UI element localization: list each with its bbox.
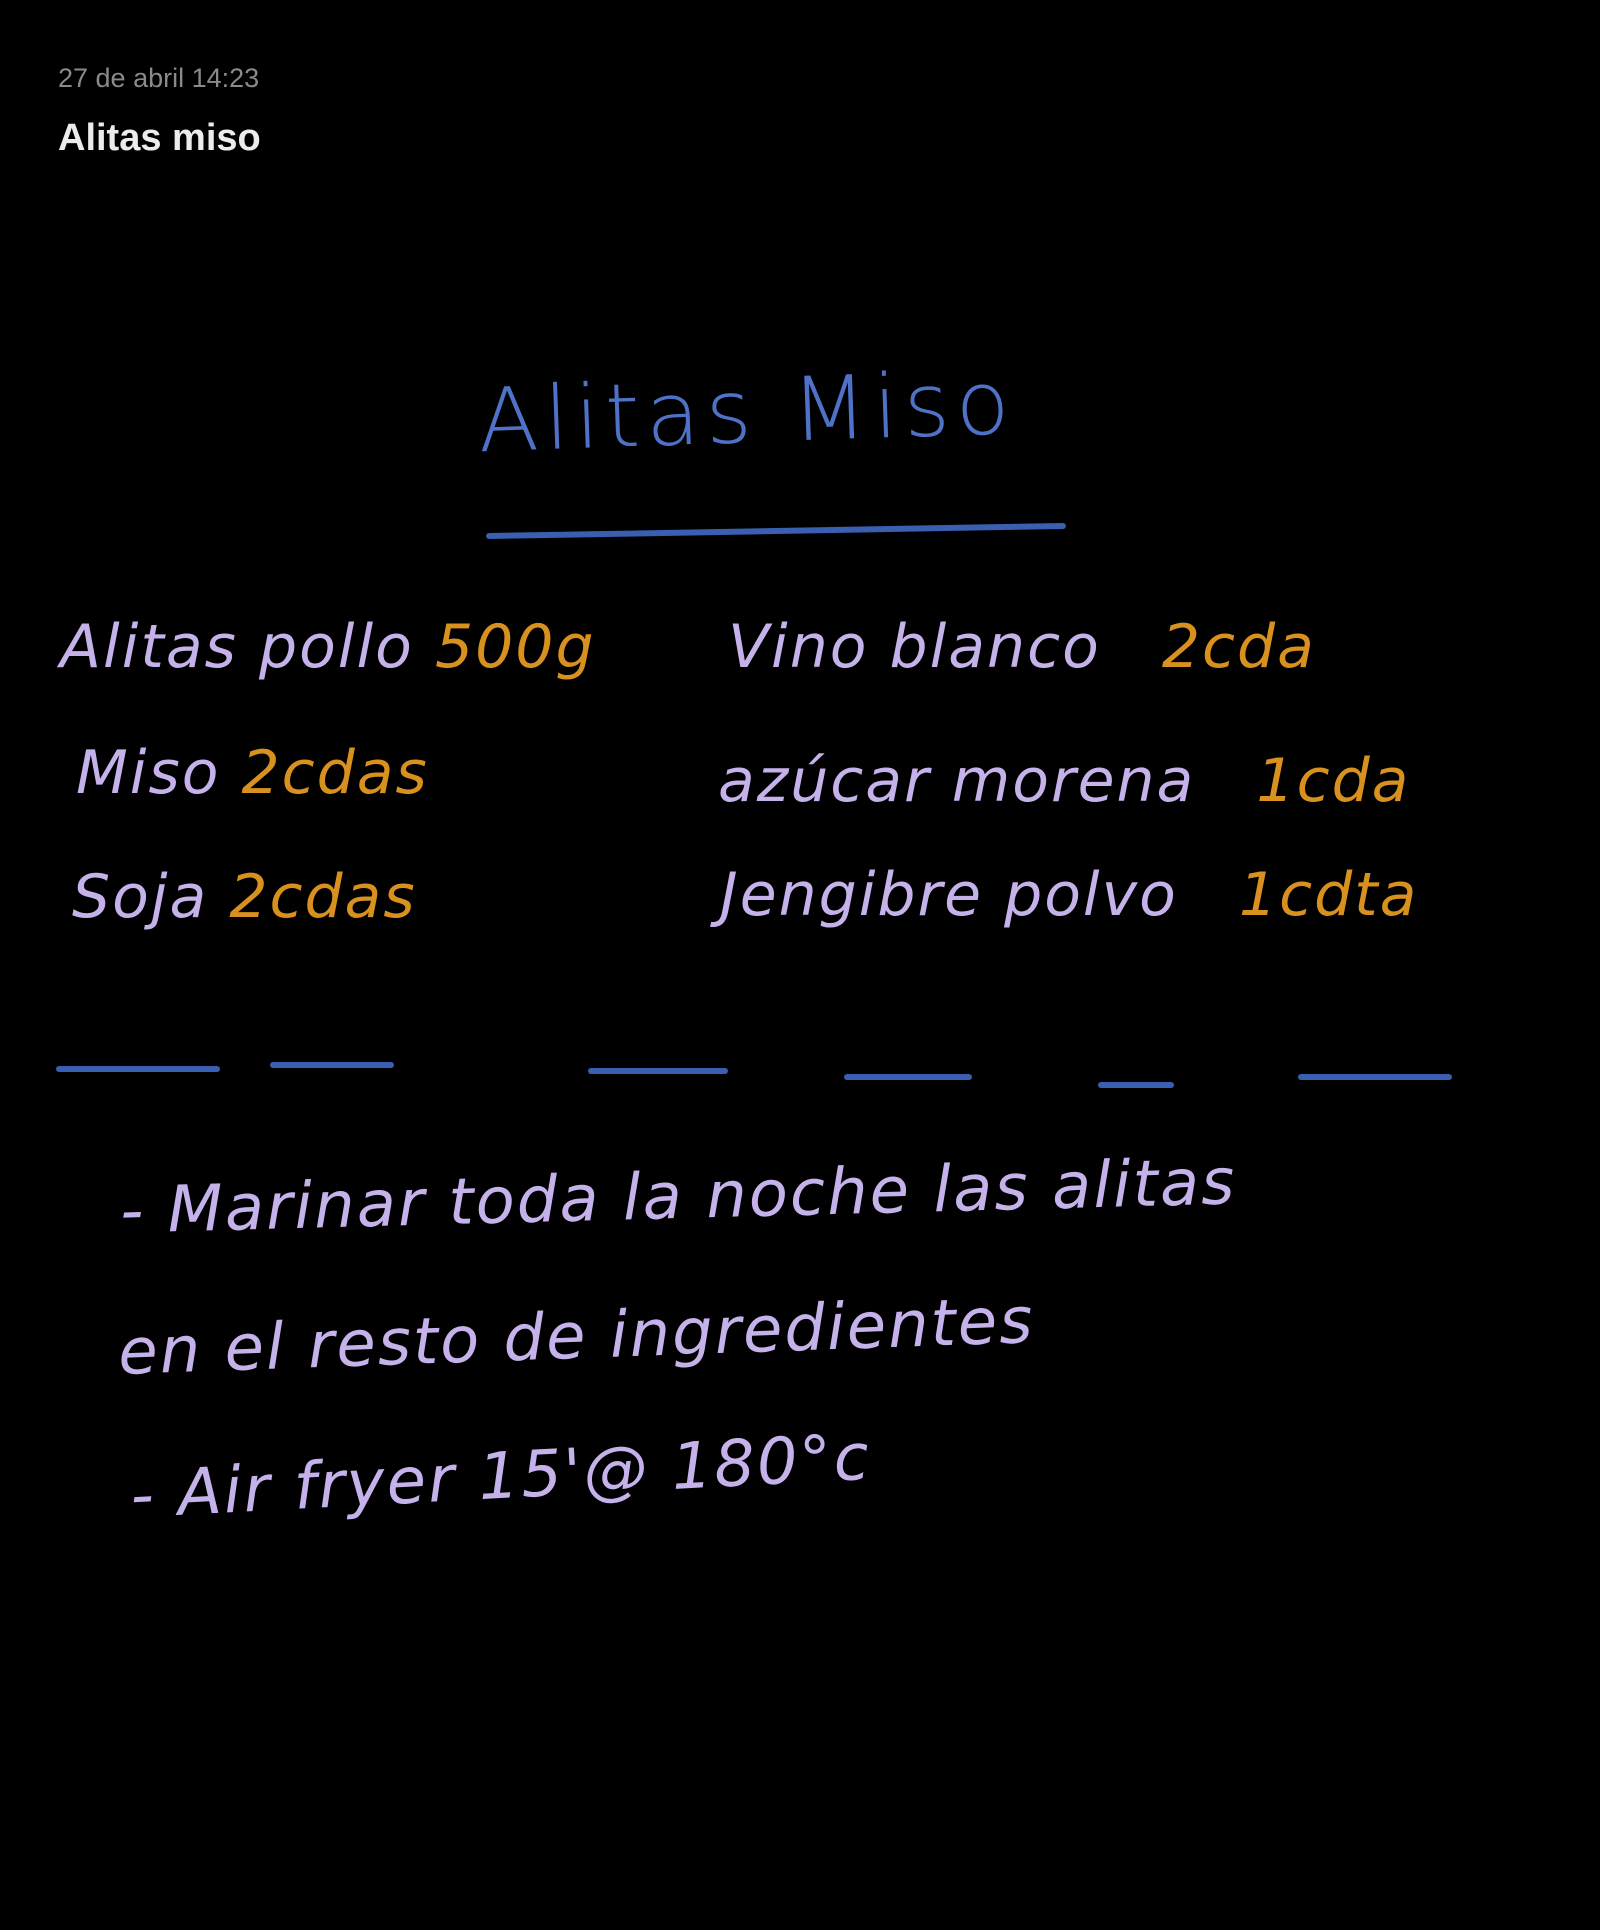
ingredient-name: Jengibre polvo	[720, 860, 1178, 930]
ingredient-left-3: Soja 2cdas	[72, 862, 417, 932]
step-line-1: - Marinar toda la noche las alitas	[119, 1145, 1238, 1249]
ingredient-name: Miso	[76, 738, 221, 808]
handwritten-title: Alitas Miso	[476, 350, 1018, 473]
title-underline	[485, 522, 1067, 540]
ingredient-name: Vino blanco	[728, 612, 1101, 682]
divider-segment	[1298, 1074, 1452, 1080]
ingredient-name: azúcar morena	[718, 746, 1196, 816]
note-timestamp: 27 de abril 14:23	[58, 63, 260, 93]
ingredient-qty: 1cda	[1256, 746, 1411, 816]
divider-segment	[56, 1066, 220, 1072]
ingredient-qty: 1cdta	[1238, 860, 1419, 930]
divider-segment	[270, 1062, 394, 1068]
ingredient-right-2: azúcar morena 1cda	[718, 746, 1410, 816]
divider-segment	[1098, 1082, 1174, 1088]
note-title[interactable]: Alitas miso	[58, 117, 261, 159]
ingredient-right-3: Jengibre polvo 1cdta	[720, 860, 1418, 930]
ingredient-qty: 2cdas	[229, 862, 417, 932]
ingredient-left-2: Miso 2cdas	[76, 738, 429, 808]
divider-segment	[588, 1068, 728, 1074]
divider-segment	[844, 1074, 972, 1080]
note-header: 27 de abril 14:23 Alitas miso	[58, 60, 261, 162]
ingredient-qty: 2cda	[1161, 612, 1316, 682]
ingredient-left-1: Alitas pollo 500g	[60, 612, 596, 682]
step-line-2: en el resto de ingredientes	[116, 1284, 1036, 1390]
step-line-3: - Air fryer 15'@ 180°c	[128, 1420, 873, 1534]
ingredient-qty: 500g	[434, 612, 596, 682]
ingredient-right-1: Vino blanco 2cda	[728, 612, 1316, 682]
ingredient-name: Soja	[72, 862, 209, 932]
ingredient-qty: 2cdas	[241, 738, 429, 808]
ingredient-name: Alitas pollo	[60, 612, 414, 682]
